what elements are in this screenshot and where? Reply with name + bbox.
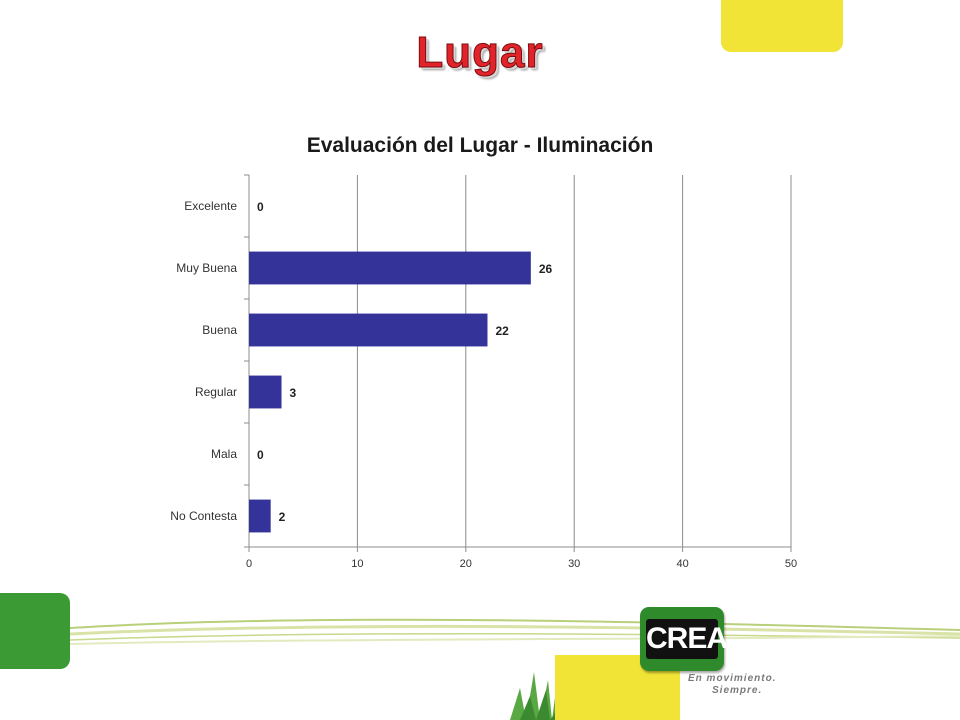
bar-no-contesta	[249, 499, 271, 533]
decorative-green-tab	[0, 593, 70, 669]
bar-buena	[249, 313, 488, 347]
x-tick-label: 0	[246, 558, 252, 570]
footer-decoration	[69, 618, 960, 720]
tagline-line-1: En movimiento.	[688, 673, 777, 684]
data-label: 22	[495, 324, 509, 338]
bar-regular	[249, 375, 282, 409]
x-tick-label: 40	[676, 558, 688, 570]
category-label: Excelente	[184, 199, 237, 213]
data-label: 3	[290, 386, 297, 400]
slide-title: Lugar	[416, 28, 544, 78]
x-tick-label: 10	[351, 558, 363, 570]
category-label: Mala	[211, 447, 237, 461]
x-tick-label: 20	[460, 558, 472, 570]
bar-chart: Evaluación del Lugar - Iluminación 0 10 20…	[170, 134, 797, 570]
category-label: No Contesta	[170, 509, 237, 523]
category-label: Muy Buena	[176, 261, 237, 275]
tagline-line-2: Siempre.	[712, 685, 763, 696]
bars	[249, 251, 531, 533]
gridlines	[356, 175, 792, 547]
logo-text: CREA	[646, 619, 728, 659]
x-tick-label: 30	[568, 558, 580, 570]
category-label: Regular	[195, 385, 237, 399]
category-label: Buena	[202, 323, 237, 337]
logo-frame: CREA	[640, 607, 728, 671]
axes	[244, 174, 792, 552]
x-tick-label: 50	[785, 558, 797, 570]
logo-tagline: En movimiento. Siempre.	[688, 673, 776, 697]
decorative-yellow-tab	[721, 0, 843, 52]
data-label: 0	[257, 448, 264, 462]
chart-title: Evaluación del Lugar - Iluminación	[307, 134, 654, 157]
crea-logo: CREA	[640, 607, 728, 675]
data-label: 2	[279, 510, 286, 524]
data-label: 26	[539, 262, 553, 276]
bar-muy-buena	[249, 251, 531, 285]
data-label: 0	[257, 200, 264, 214]
